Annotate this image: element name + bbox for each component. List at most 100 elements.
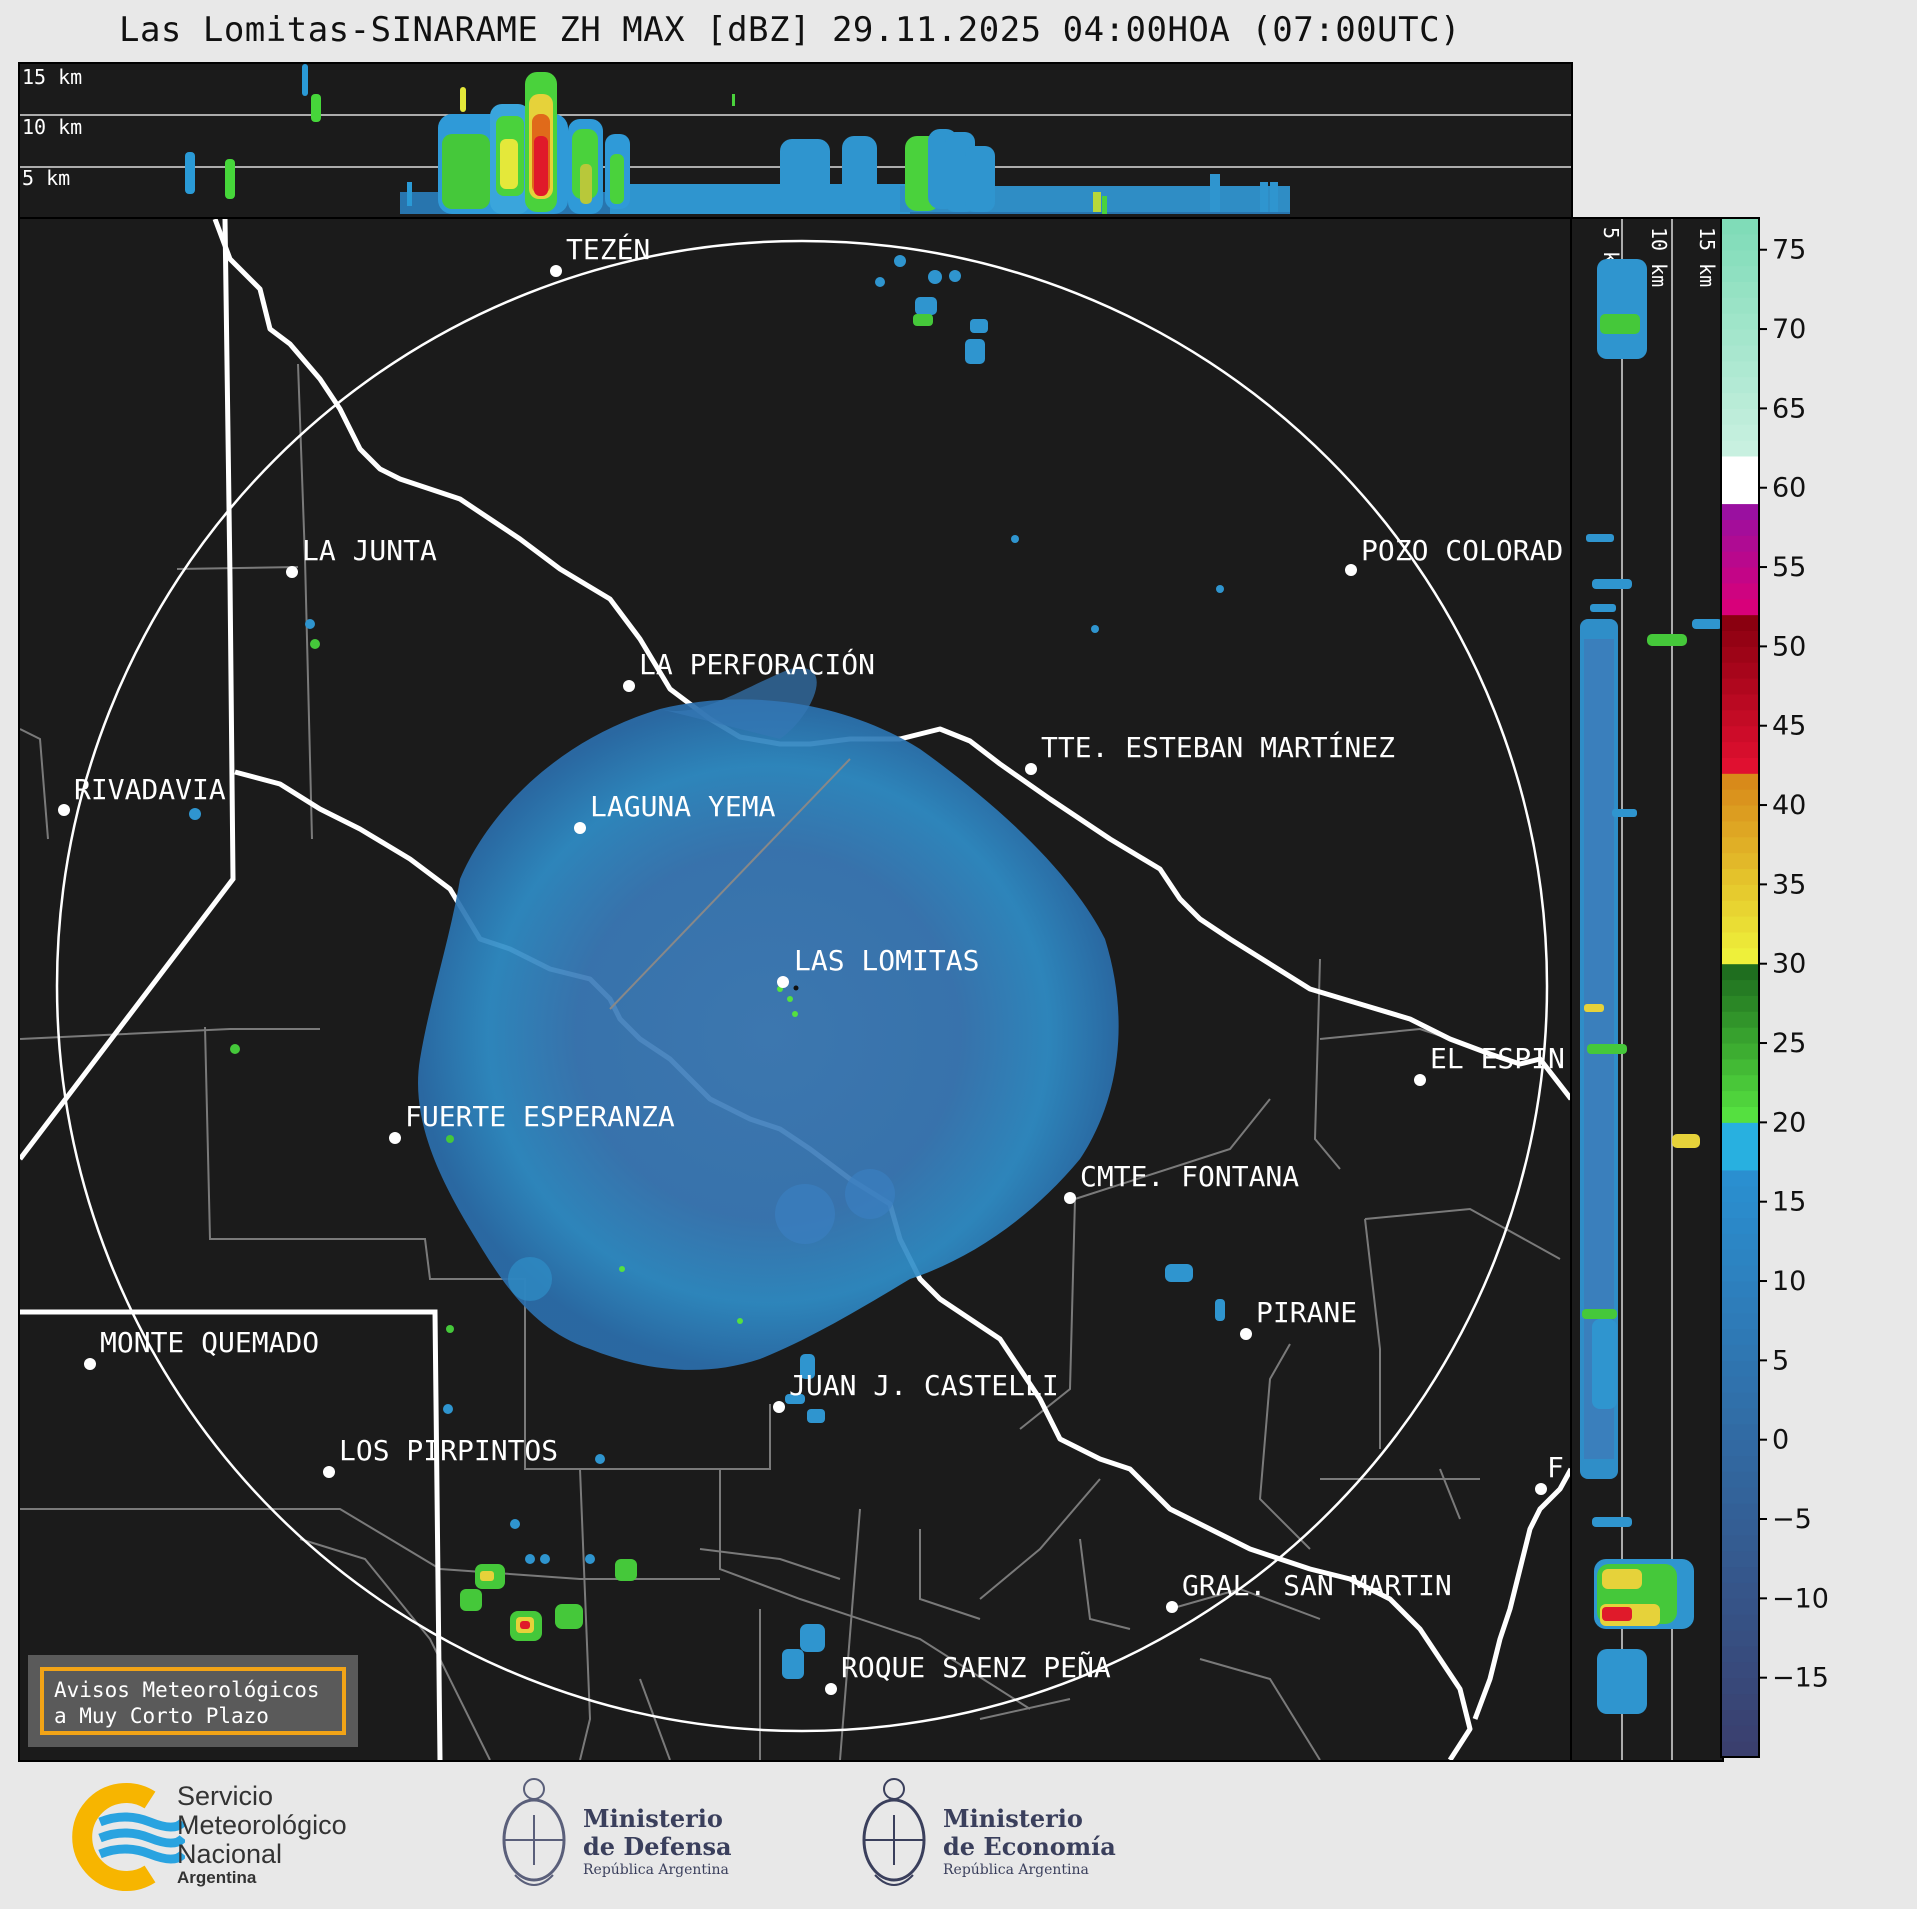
colorbar-tick-label-1: 70 — [1772, 314, 1806, 345]
colorbar-band-5-1 — [1721, 582, 1759, 600]
colorbar-band-0-27 — [1721, 1312, 1759, 1330]
smn-line-2: Meteorológico — [177, 1810, 347, 1840]
colorbar-band-2-2 — [1721, 1074, 1759, 1092]
colorbar-band-7-4 — [1721, 376, 1759, 394]
colorbar-band-3-7 — [1721, 836, 1759, 854]
colorbar-band-5-4 — [1721, 535, 1759, 552]
colorbar-tick-label-14: 5 — [1772, 1345, 1789, 1376]
alert-banner-inner[interactable]: Avisos Meteorológicos a Muy Corto Plazo — [40, 1667, 346, 1735]
city-los-pirpintos[interactable]: LOS PIRPINTOS — [323, 1434, 558, 1478]
colorbar-band-4-7 — [1721, 646, 1759, 663]
colorbar-band-0-30 — [1721, 1265, 1759, 1282]
colorbar-band-0-29 — [1721, 1281, 1759, 1298]
colorbar-band-0-9 — [1721, 1598, 1759, 1615]
colorbar-band-7-6 — [1721, 344, 1759, 362]
city-monte-quemado[interactable]: MONTE QUEMADO — [84, 1326, 319, 1370]
colorbar-band-5-3 — [1721, 551, 1759, 568]
svg-text:TTE. ESTEBAN MARTÍNEZ: TTE. ESTEBAN MARTÍNEZ — [1041, 730, 1395, 764]
city-formosa[interactable]: F — [1535, 1451, 1564, 1495]
colorbar-band-4-5 — [1721, 678, 1759, 695]
city-tezen[interactable]: TEZÉN — [550, 232, 650, 277]
colorbar-band-4-6 — [1721, 662, 1759, 679]
top-profile-echoes — [185, 64, 1290, 214]
side-profile-echoes — [1580, 259, 1722, 1714]
colorbar-tick-label-17: −10 — [1772, 1583, 1829, 1614]
colorbar-band-0-15 — [1721, 1503, 1759, 1520]
city-tte-esteban-martinez[interactable]: TTE. ESTEBAN MARTÍNEZ — [1025, 730, 1395, 775]
colorbar-band-3-8 — [1721, 820, 1759, 838]
colorbar-band-3-6 — [1721, 852, 1759, 870]
colorbar-band-0-17 — [1721, 1471, 1759, 1488]
city-las-lomitas[interactable]: LAS LOMITAS — [777, 944, 979, 991]
colorbar-band-7-7 — [1721, 329, 1759, 346]
economia-logo: Ministerio de Economía República Argenti… — [855, 1775, 1135, 1900]
province-borders — [20, 219, 443, 1760]
colorbar-tick-label-7: 40 — [1772, 790, 1806, 821]
radar-map[interactable]: TEZÉN LA JUNTA POZO COLORAD LA PERFORACI… — [18, 217, 1573, 1762]
side-vertical-profile: 5 km 10 km 15 km — [1570, 217, 1724, 1762]
colorbar-tick-label-13: 10 — [1772, 1266, 1806, 1297]
colorbar-band-0-21 — [1721, 1407, 1759, 1425]
colorbar-tick-label-18: −15 — [1772, 1663, 1829, 1694]
svg-text:LA JUNTA: LA JUNTA — [302, 534, 437, 567]
colorbar-tick-label-5: 50 — [1772, 631, 1806, 662]
alert-line-1: Avisos Meteorológicos — [54, 1678, 320, 1702]
colorbar-band-3-5 — [1721, 868, 1759, 885]
colorbar-tick-label-11: 20 — [1772, 1107, 1806, 1138]
defensa-line-1: Ministerio — [583, 1804, 723, 1833]
colorbar-band-7-1 — [1721, 424, 1759, 441]
side-alt-label-15: 15 km — [1695, 227, 1719, 287]
alert-banner[interactable]: Avisos Meteorológicos a Muy Corto Plazo — [28, 1655, 358, 1747]
svg-text:CMTE. FONTANA: CMTE. FONTANA — [1080, 1160, 1299, 1193]
side-profile-svg: 5 km 10 km 15 km — [1580, 219, 1722, 1760]
colorbar-band-0-24 — [1721, 1360, 1759, 1377]
city-laguna-yema[interactable]: LAGUNA YEMA — [574, 790, 776, 834]
svg-text:EL ESPIN: EL ESPIN — [1430, 1042, 1565, 1075]
city-gral-san-martin[interactable]: GRAL. SAN MARTIN — [1166, 1569, 1452, 1613]
colorbar-band-5-2 — [1721, 567, 1759, 584]
top-vertical-profile: 15 km 10 km 5 km — [18, 62, 1573, 220]
city-el-espinillo[interactable]: EL ESPIN — [1414, 1042, 1565, 1086]
alert-line-2: a Muy Corto Plazo — [54, 1704, 269, 1728]
city-cmte-fontana[interactable]: CMTE. FONTANA — [1064, 1160, 1299, 1204]
city-pozo-colorado[interactable]: POZO COLORAD — [1345, 534, 1563, 576]
chart-title: Las Lomitas-SINARAME ZH MAX [dBZ] 29.11.… — [118, 10, 1462, 50]
city-pirane[interactable]: PIRANE — [1240, 1296, 1357, 1340]
city-la-junta[interactable]: LA JUNTA — [286, 534, 437, 578]
colorbar-band-0-18 — [1721, 1455, 1759, 1472]
colorbar-band-0-5 — [1721, 1661, 1759, 1679]
colorbar-band-2-7 — [1721, 995, 1759, 1012]
colorbar-band-0-0 — [1721, 1741, 1759, 1758]
colorbar-band-0-35 — [1721, 1185, 1759, 1203]
colorbar-band-5-6 — [1721, 503, 1759, 520]
colorbar-band-7-13 — [1721, 233, 1759, 251]
colorbar-band-0-22 — [1721, 1392, 1759, 1409]
colorbar-band-5-0 — [1721, 598, 1759, 616]
economia-line-2: de Economía — [943, 1832, 1116, 1861]
city-la-perforacion[interactable]: LA PERFORACIÓN — [623, 647, 875, 692]
colorbar-band-0-4 — [1721, 1677, 1759, 1695]
economia-shield-icon — [862, 1778, 926, 1886]
colorbar-band-0-20 — [1721, 1423, 1759, 1441]
top-alt-label-15: 15 km — [22, 65, 82, 89]
colorbar-band-1-0 — [1721, 1154, 1759, 1171]
colorbar-band-0-25 — [1721, 1344, 1759, 1361]
colorbar-band-3-2 — [1721, 916, 1759, 933]
city-roque-saenz-pena[interactable]: ROQUE SAENZ PEÑA — [825, 1650, 1111, 1695]
colorbar-band-0-12 — [1721, 1550, 1759, 1568]
colorbar-band-2-5 — [1721, 1027, 1759, 1044]
city-juan-j-castelli[interactable]: JUAN J. CASTELLI — [773, 1369, 1059, 1413]
colorbar-band-2-9 — [1721, 963, 1759, 981]
colorbar-band-7-5 — [1721, 360, 1759, 378]
diagonal-border — [609, 758, 851, 1010]
svg-text:RIVADAVIA: RIVADAVIA — [74, 773, 226, 806]
svg-text:ROQUE SAENZ PEÑA: ROQUE SAENZ PEÑA — [841, 1650, 1111, 1684]
colorbar-band-7-12 — [1721, 249, 1759, 267]
defensa-shield-icon — [502, 1778, 566, 1886]
svg-text:FUERTE ESPERANZA: FUERTE ESPERANZA — [405, 1100, 675, 1133]
city-rivadavia[interactable]: RIVADAVIA — [58, 773, 226, 816]
svg-text:TEZÉN: TEZÉN — [566, 232, 650, 266]
colorbar-band-6-2 — [1721, 455, 1759, 473]
radar-map-svg[interactable]: TEZÉN LA JUNTA POZO COLORAD LA PERFORACI… — [20, 219, 1571, 1760]
city-fuerte-esperanza[interactable]: FUERTE ESPERANZA — [389, 1100, 675, 1144]
